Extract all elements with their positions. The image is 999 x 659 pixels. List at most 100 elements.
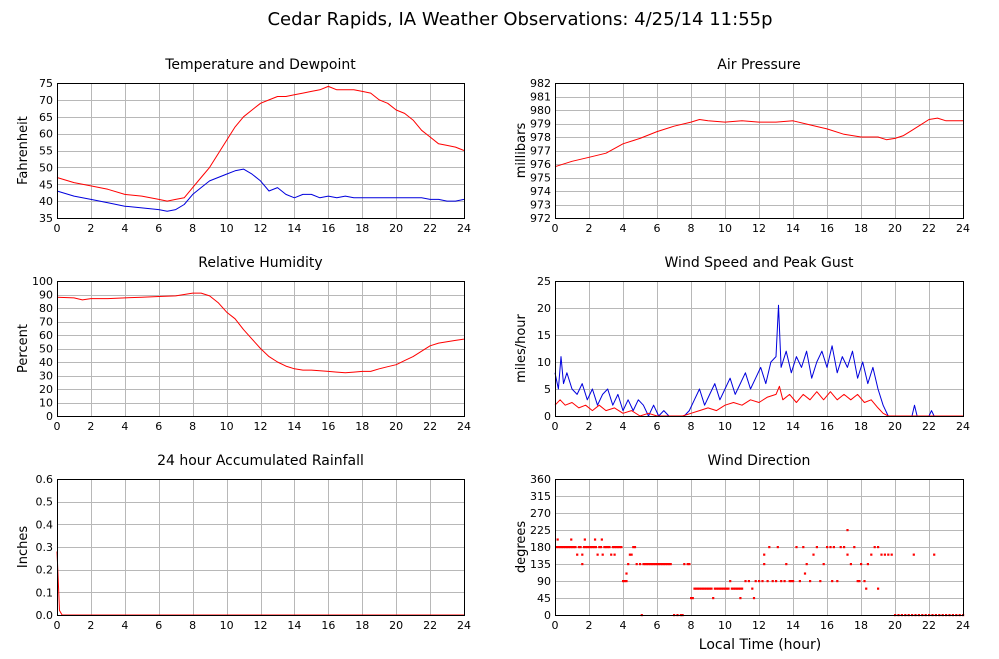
data-point — [718, 587, 722, 590]
data-point — [732, 587, 735, 590]
x-tick-label: 8 — [688, 420, 695, 433]
data-point — [737, 587, 740, 590]
x-tick-label: 18 — [355, 420, 369, 433]
data-point — [701, 587, 705, 590]
y-tick-label: 979 — [530, 118, 551, 131]
data-point — [613, 553, 616, 556]
x-tick-label: 16 — [321, 420, 335, 433]
x-tick-label: 16 — [820, 420, 834, 433]
data-point — [792, 580, 795, 583]
data-point — [775, 580, 778, 583]
plot-frame — [57, 479, 465, 616]
data-point — [645, 563, 648, 566]
data-point — [717, 587, 720, 590]
x-tick-label: 6 — [155, 420, 162, 433]
data-point — [849, 563, 852, 566]
data-point — [815, 546, 818, 549]
y-tick-label: 976 — [530, 158, 551, 171]
data-point — [649, 563, 652, 566]
data-point — [601, 553, 604, 556]
x-tick-label: 10 — [718, 420, 732, 433]
data-point — [860, 563, 863, 566]
data-point — [809, 580, 812, 583]
data-point — [589, 546, 592, 549]
x-tick-label: 16 — [820, 222, 834, 235]
data-point — [725, 587, 728, 590]
data-point — [569, 546, 572, 549]
data-point — [883, 553, 886, 556]
data-point — [713, 587, 716, 590]
y-tick-label: 55 — [39, 145, 53, 158]
data-point — [618, 546, 621, 549]
data-point — [843, 546, 846, 549]
data-point — [642, 563, 645, 566]
data-point — [559, 546, 562, 549]
data-point — [600, 538, 603, 541]
y-tick-label: 40 — [39, 356, 53, 369]
x-tick-label: 12 — [254, 222, 268, 235]
data-point — [846, 553, 849, 556]
x-tick-label: 4 — [620, 420, 627, 433]
x-tick-label: 4 — [620, 222, 627, 235]
x-tick-label: 10 — [718, 222, 732, 235]
data-point — [890, 553, 893, 556]
data-point — [650, 563, 654, 566]
data-point — [593, 538, 597, 541]
data-point — [912, 553, 915, 556]
data-point — [666, 563, 669, 566]
data-point — [783, 580, 786, 583]
x-tick-label: 14 — [287, 420, 301, 433]
y-tick-label: 5 — [544, 383, 551, 396]
y-tick-label: 20 — [537, 302, 551, 315]
data-point — [780, 580, 783, 583]
data-point — [776, 546, 779, 549]
data-point — [866, 563, 869, 566]
x-tick-label: 14 — [786, 420, 800, 433]
data-point — [622, 580, 625, 583]
y-tick-label: 974 — [530, 185, 551, 198]
data-point — [735, 587, 739, 590]
y-tick-label: 270 — [530, 507, 551, 520]
data-point — [639, 563, 642, 566]
data-point — [576, 553, 579, 556]
data-point — [863, 580, 866, 583]
x-tick-label: 22 — [922, 222, 936, 235]
x-tick-label: 12 — [752, 619, 766, 632]
data-point — [564, 546, 567, 549]
data-point — [577, 546, 580, 549]
data-point — [599, 546, 603, 549]
chart-title: 24 hour Accumulated Rainfall — [157, 453, 364, 469]
x-tick-label: 10 — [718, 619, 732, 632]
x-tick-label: 20 — [888, 222, 902, 235]
data-point — [593, 546, 596, 549]
data-point — [583, 538, 586, 541]
y-tick-label: 972 — [530, 212, 551, 225]
x-tick-label: 24 — [457, 420, 471, 433]
chart-title: Air Pressure — [717, 57, 800, 73]
data-point — [795, 546, 798, 549]
x-tick-label: 18 — [854, 420, 868, 433]
y-tick-label: 50 — [39, 343, 53, 356]
x-tick-label: 12 — [254, 619, 268, 632]
data-point — [571, 546, 574, 549]
x-tick-label: 0 — [54, 222, 61, 235]
data-point — [647, 563, 650, 566]
data-point — [785, 563, 788, 566]
y-tick-label: 100 — [32, 275, 53, 288]
data-point — [707, 587, 710, 590]
x-tick-label: 20 — [888, 420, 902, 433]
y-tick-label: 60 — [39, 329, 53, 342]
y-tick-label: 65 — [39, 111, 53, 124]
data-point — [832, 546, 835, 549]
x-tick-label: 18 — [355, 619, 369, 632]
data-point — [657, 563, 660, 566]
y-tick-label: 30 — [39, 370, 53, 383]
data-point — [880, 553, 883, 556]
data-point — [605, 546, 608, 549]
data-point — [722, 587, 725, 590]
x-tick-label: 10 — [220, 619, 234, 632]
x-tick-label: 0 — [552, 222, 559, 235]
y-tick-label: 0.1 — [36, 586, 54, 599]
x-tick-label: 14 — [287, 222, 301, 235]
